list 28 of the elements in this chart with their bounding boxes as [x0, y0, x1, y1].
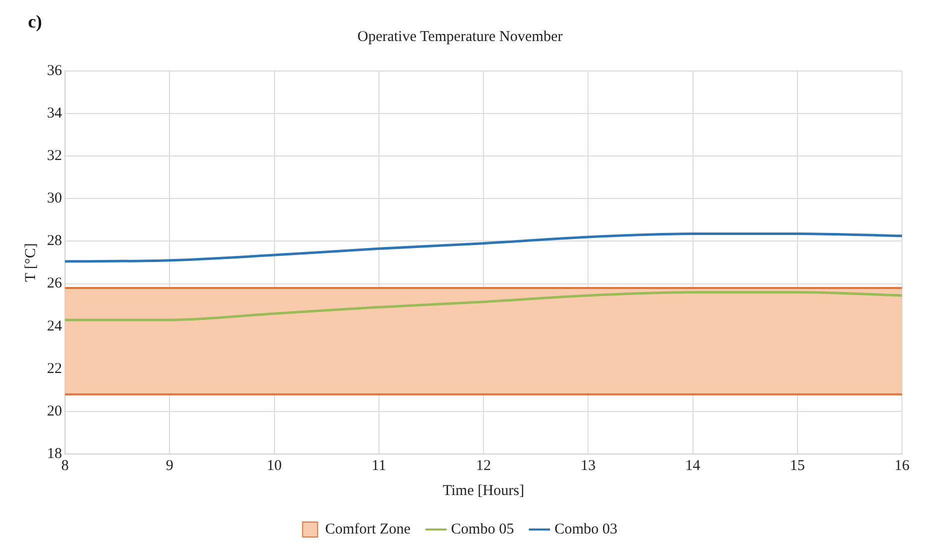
x-tick-label: 14: [685, 458, 701, 474]
x-tick-label: 15: [790, 458, 805, 474]
chart-title: Operative Temperature November: [357, 28, 563, 45]
y-axis-title: T [°C]: [22, 243, 39, 282]
x-tick-label: 12: [476, 458, 491, 474]
y-tick-label: 30: [47, 190, 62, 207]
legend-label: Combo 03: [554, 521, 618, 538]
y-tick-label: 24: [47, 318, 62, 334]
x-tick-label: 11: [372, 458, 386, 474]
x-tick-label: 10: [266, 458, 282, 474]
y-tick-label: 28: [47, 233, 62, 250]
x-tick-label: 8: [61, 458, 69, 474]
y-tick-label: 36: [47, 62, 62, 79]
x-tick-label: 16: [894, 458, 910, 474]
legend-label: Combo 05: [451, 521, 514, 538]
y-tick-label: 18: [47, 446, 62, 462]
y-tick-label: 26: [47, 276, 62, 292]
line-series: [65, 232, 902, 263]
text: c): [28, 12, 42, 32]
x-tick-label: 9: [166, 458, 174, 474]
line-series: [65, 291, 902, 322]
x-axis-title: Time [Hours]: [442, 482, 524, 499]
x-tick-label: 13: [580, 458, 596, 474]
y-tick-label: 32: [47, 148, 62, 164]
y-tick-label: 22: [47, 360, 62, 377]
y-tick-label: 20: [47, 403, 62, 420]
y-tick-label: 34: [47, 105, 62, 122]
legend-label: Comfort Zone: [325, 521, 411, 538]
